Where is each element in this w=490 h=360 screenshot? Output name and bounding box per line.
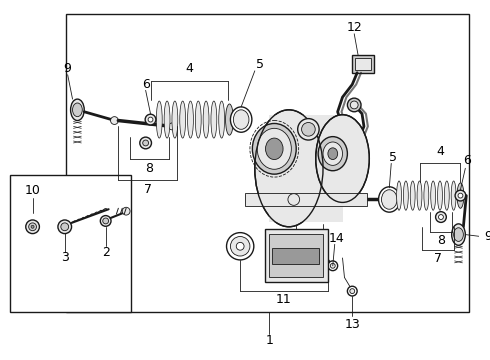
Text: 1: 1 (266, 334, 273, 347)
Ellipse shape (143, 140, 148, 146)
Ellipse shape (103, 218, 109, 224)
Ellipse shape (436, 212, 446, 222)
Ellipse shape (379, 187, 400, 212)
Ellipse shape (122, 207, 130, 215)
Ellipse shape (203, 101, 209, 138)
Ellipse shape (164, 101, 170, 138)
Ellipse shape (328, 261, 338, 271)
Ellipse shape (318, 137, 347, 171)
Ellipse shape (225, 104, 233, 135)
Ellipse shape (454, 228, 464, 242)
Bar (355, 58, 371, 70)
Ellipse shape (31, 225, 34, 228)
Text: 3: 3 (61, 252, 69, 265)
Ellipse shape (457, 183, 464, 208)
Ellipse shape (347, 98, 361, 112)
Ellipse shape (431, 181, 436, 210)
Ellipse shape (452, 224, 466, 245)
Ellipse shape (316, 115, 369, 202)
Ellipse shape (403, 181, 408, 210)
Bar (265, 229, 328, 282)
Ellipse shape (350, 101, 358, 109)
Ellipse shape (233, 110, 249, 129)
Bar (245, 195, 367, 204)
Ellipse shape (169, 123, 175, 130)
Text: 6: 6 (464, 154, 471, 167)
Ellipse shape (156, 101, 162, 138)
Ellipse shape (61, 223, 69, 231)
Ellipse shape (211, 101, 217, 138)
Text: 9: 9 (64, 62, 72, 75)
Ellipse shape (236, 242, 244, 250)
Ellipse shape (172, 101, 178, 138)
Ellipse shape (347, 286, 357, 296)
Ellipse shape (330, 263, 335, 268)
Text: 9: 9 (484, 230, 490, 243)
Ellipse shape (458, 193, 463, 198)
Ellipse shape (196, 101, 201, 138)
Ellipse shape (73, 103, 82, 117)
Ellipse shape (417, 181, 422, 210)
Ellipse shape (323, 142, 343, 165)
Text: 8: 8 (146, 162, 153, 175)
Ellipse shape (255, 110, 323, 227)
Bar (270, 234, 323, 278)
Ellipse shape (180, 101, 186, 138)
Bar (245, 193, 367, 206)
Ellipse shape (71, 99, 84, 121)
Ellipse shape (148, 117, 153, 122)
Ellipse shape (58, 220, 72, 234)
Ellipse shape (100, 216, 111, 226)
Ellipse shape (230, 107, 252, 132)
Text: 5: 5 (389, 151, 397, 164)
Bar (66, 14, 469, 311)
Ellipse shape (230, 237, 250, 256)
Bar (270, 115, 343, 222)
Ellipse shape (252, 123, 296, 174)
Text: 4: 4 (437, 145, 444, 158)
Ellipse shape (298, 118, 319, 140)
Bar (10, 175, 131, 311)
Text: 5: 5 (256, 58, 264, 72)
Ellipse shape (396, 181, 401, 210)
Text: 2: 2 (102, 246, 110, 258)
Text: 7: 7 (144, 183, 151, 196)
Text: 8: 8 (437, 234, 445, 247)
Ellipse shape (444, 181, 449, 210)
Ellipse shape (257, 129, 292, 169)
Ellipse shape (301, 122, 315, 136)
Text: 11: 11 (276, 293, 292, 306)
Ellipse shape (140, 137, 151, 149)
Text: 14: 14 (329, 232, 344, 245)
Ellipse shape (111, 117, 119, 125)
Ellipse shape (328, 148, 338, 159)
Ellipse shape (29, 223, 36, 231)
Ellipse shape (439, 215, 443, 220)
Ellipse shape (350, 289, 355, 293)
Ellipse shape (455, 190, 466, 201)
Text: 12: 12 (346, 22, 362, 35)
Ellipse shape (226, 233, 254, 260)
Bar (272, 248, 319, 264)
Ellipse shape (451, 181, 456, 210)
Ellipse shape (188, 101, 194, 138)
Ellipse shape (219, 101, 224, 138)
Text: 7: 7 (434, 252, 442, 265)
Ellipse shape (288, 194, 299, 205)
Ellipse shape (438, 181, 442, 210)
Bar (352, 55, 374, 73)
Ellipse shape (410, 181, 415, 210)
Text: 4: 4 (185, 62, 193, 75)
Text: 13: 13 (344, 318, 360, 331)
Ellipse shape (26, 220, 39, 234)
Ellipse shape (424, 181, 429, 210)
Ellipse shape (378, 196, 385, 203)
Ellipse shape (266, 138, 283, 159)
Ellipse shape (145, 114, 156, 125)
Text: 10: 10 (24, 184, 41, 197)
Ellipse shape (382, 190, 397, 209)
Text: 6: 6 (142, 78, 149, 91)
